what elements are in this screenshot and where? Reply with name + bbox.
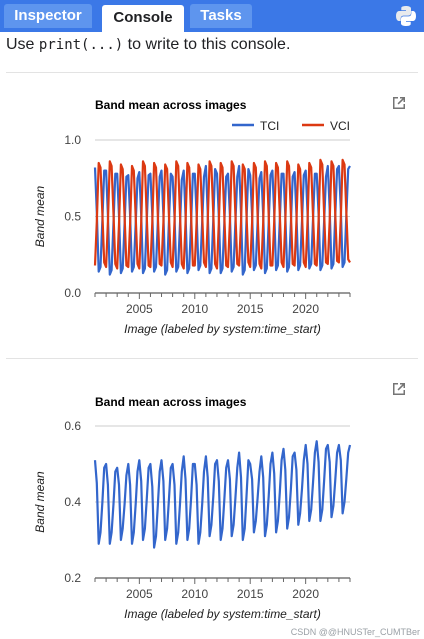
- hint-suffix: to write to this console.: [123, 36, 291, 53]
- x-tick-label: 2015: [237, 587, 264, 601]
- y-tick-label: 0.2: [64, 571, 81, 585]
- x-tick-label: 2020: [292, 587, 319, 601]
- x-tick-label: 2005: [126, 302, 153, 316]
- chart-2: 0.2 0.4 0.6 2005 2010 2015 2020 Image (labeled …: [33, 419, 352, 621]
- tab-console[interactable]: Console: [102, 5, 184, 32]
- y-axis-title: Band mean: [33, 185, 47, 247]
- x-tick-label: 2010: [181, 302, 208, 316]
- x-tick-label: 2015: [237, 302, 264, 316]
- open-in-new-icon[interactable]: [391, 381, 407, 397]
- chart-title: Band mean across images: [95, 395, 247, 409]
- chart-divider: [6, 358, 418, 359]
- hint-code: print(...): [38, 37, 124, 53]
- x-axis-title: Image (labeled by system:time_start): [124, 322, 321, 336]
- series-line-band-mean: [93, 440, 352, 549]
- y-tick-label: 0.4: [64, 495, 81, 509]
- chart-title: Band mean across images: [95, 98, 247, 112]
- series-line-vci: [93, 158, 351, 270]
- y-tick-label: 0.0: [64, 286, 81, 300]
- y-axis-title: Band mean: [33, 471, 47, 533]
- y-tick-label: 1.0: [64, 133, 81, 147]
- console-hint: Use print(...) to write to this console.: [6, 36, 290, 54]
- hint-prefix: Use: [6, 36, 39, 53]
- tab-tasks[interactable]: Tasks: [190, 4, 252, 28]
- y-tick-label: 0.5: [64, 210, 81, 224]
- watermark: CSDN @@HNUSTer_CUMTBer: [290, 627, 420, 637]
- console-divider: [6, 72, 418, 73]
- tab-bar: Inspector Console Tasks: [0, 0, 424, 32]
- chart-1: 0.0 0.5 1.0 2005 2010 2015 2020 Image (labeled …: [33, 119, 351, 336]
- x-tick-label: 2005: [126, 587, 153, 601]
- open-in-new-icon[interactable]: [391, 95, 407, 111]
- x-tick-label: 2020: [292, 302, 319, 316]
- legend-label-vci: VCI: [330, 119, 350, 133]
- python-logo-icon[interactable]: [395, 5, 417, 27]
- x-tick-label: 2010: [181, 587, 208, 601]
- x-axis-title: Image (labeled by system:time_start): [124, 607, 321, 621]
- legend-label-tci: TCI: [260, 119, 279, 133]
- tab-inspector[interactable]: Inspector: [4, 4, 92, 28]
- y-tick-label: 0.6: [64, 419, 81, 433]
